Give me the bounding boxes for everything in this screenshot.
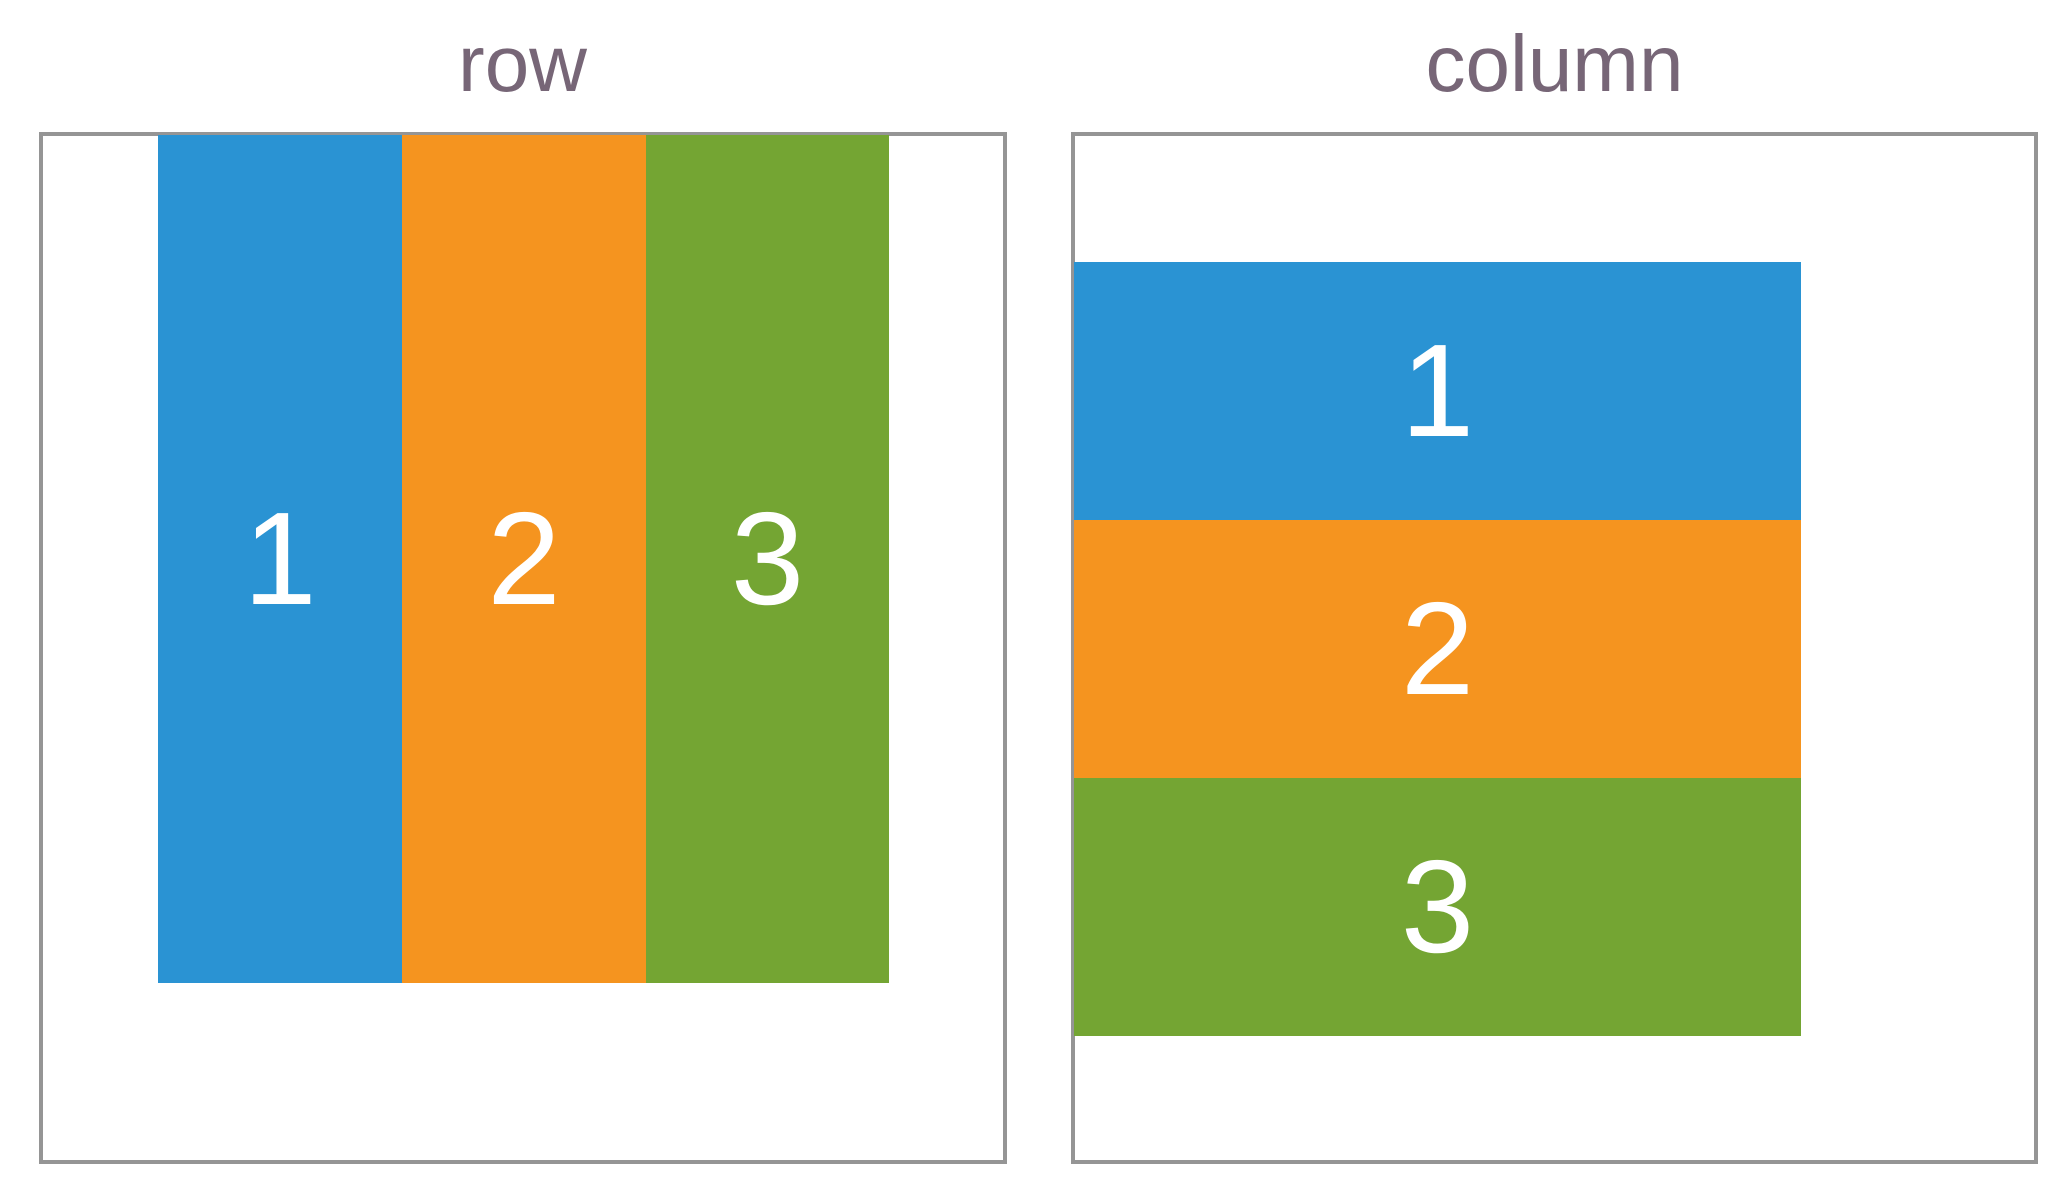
row-flex-item-2: 2 <box>402 135 646 983</box>
column-flex-item-1: 1 <box>1074 262 1801 520</box>
row-panel-title: row <box>458 19 587 108</box>
column-flex-item-3: 3 <box>1074 778 1801 1036</box>
row-flex-item-1: 1 <box>158 135 402 983</box>
column-panel-title: column <box>1425 19 1684 108</box>
column-flex-item-2: 2 <box>1074 520 1801 778</box>
row-flex-item-3: 3 <box>646 135 889 983</box>
